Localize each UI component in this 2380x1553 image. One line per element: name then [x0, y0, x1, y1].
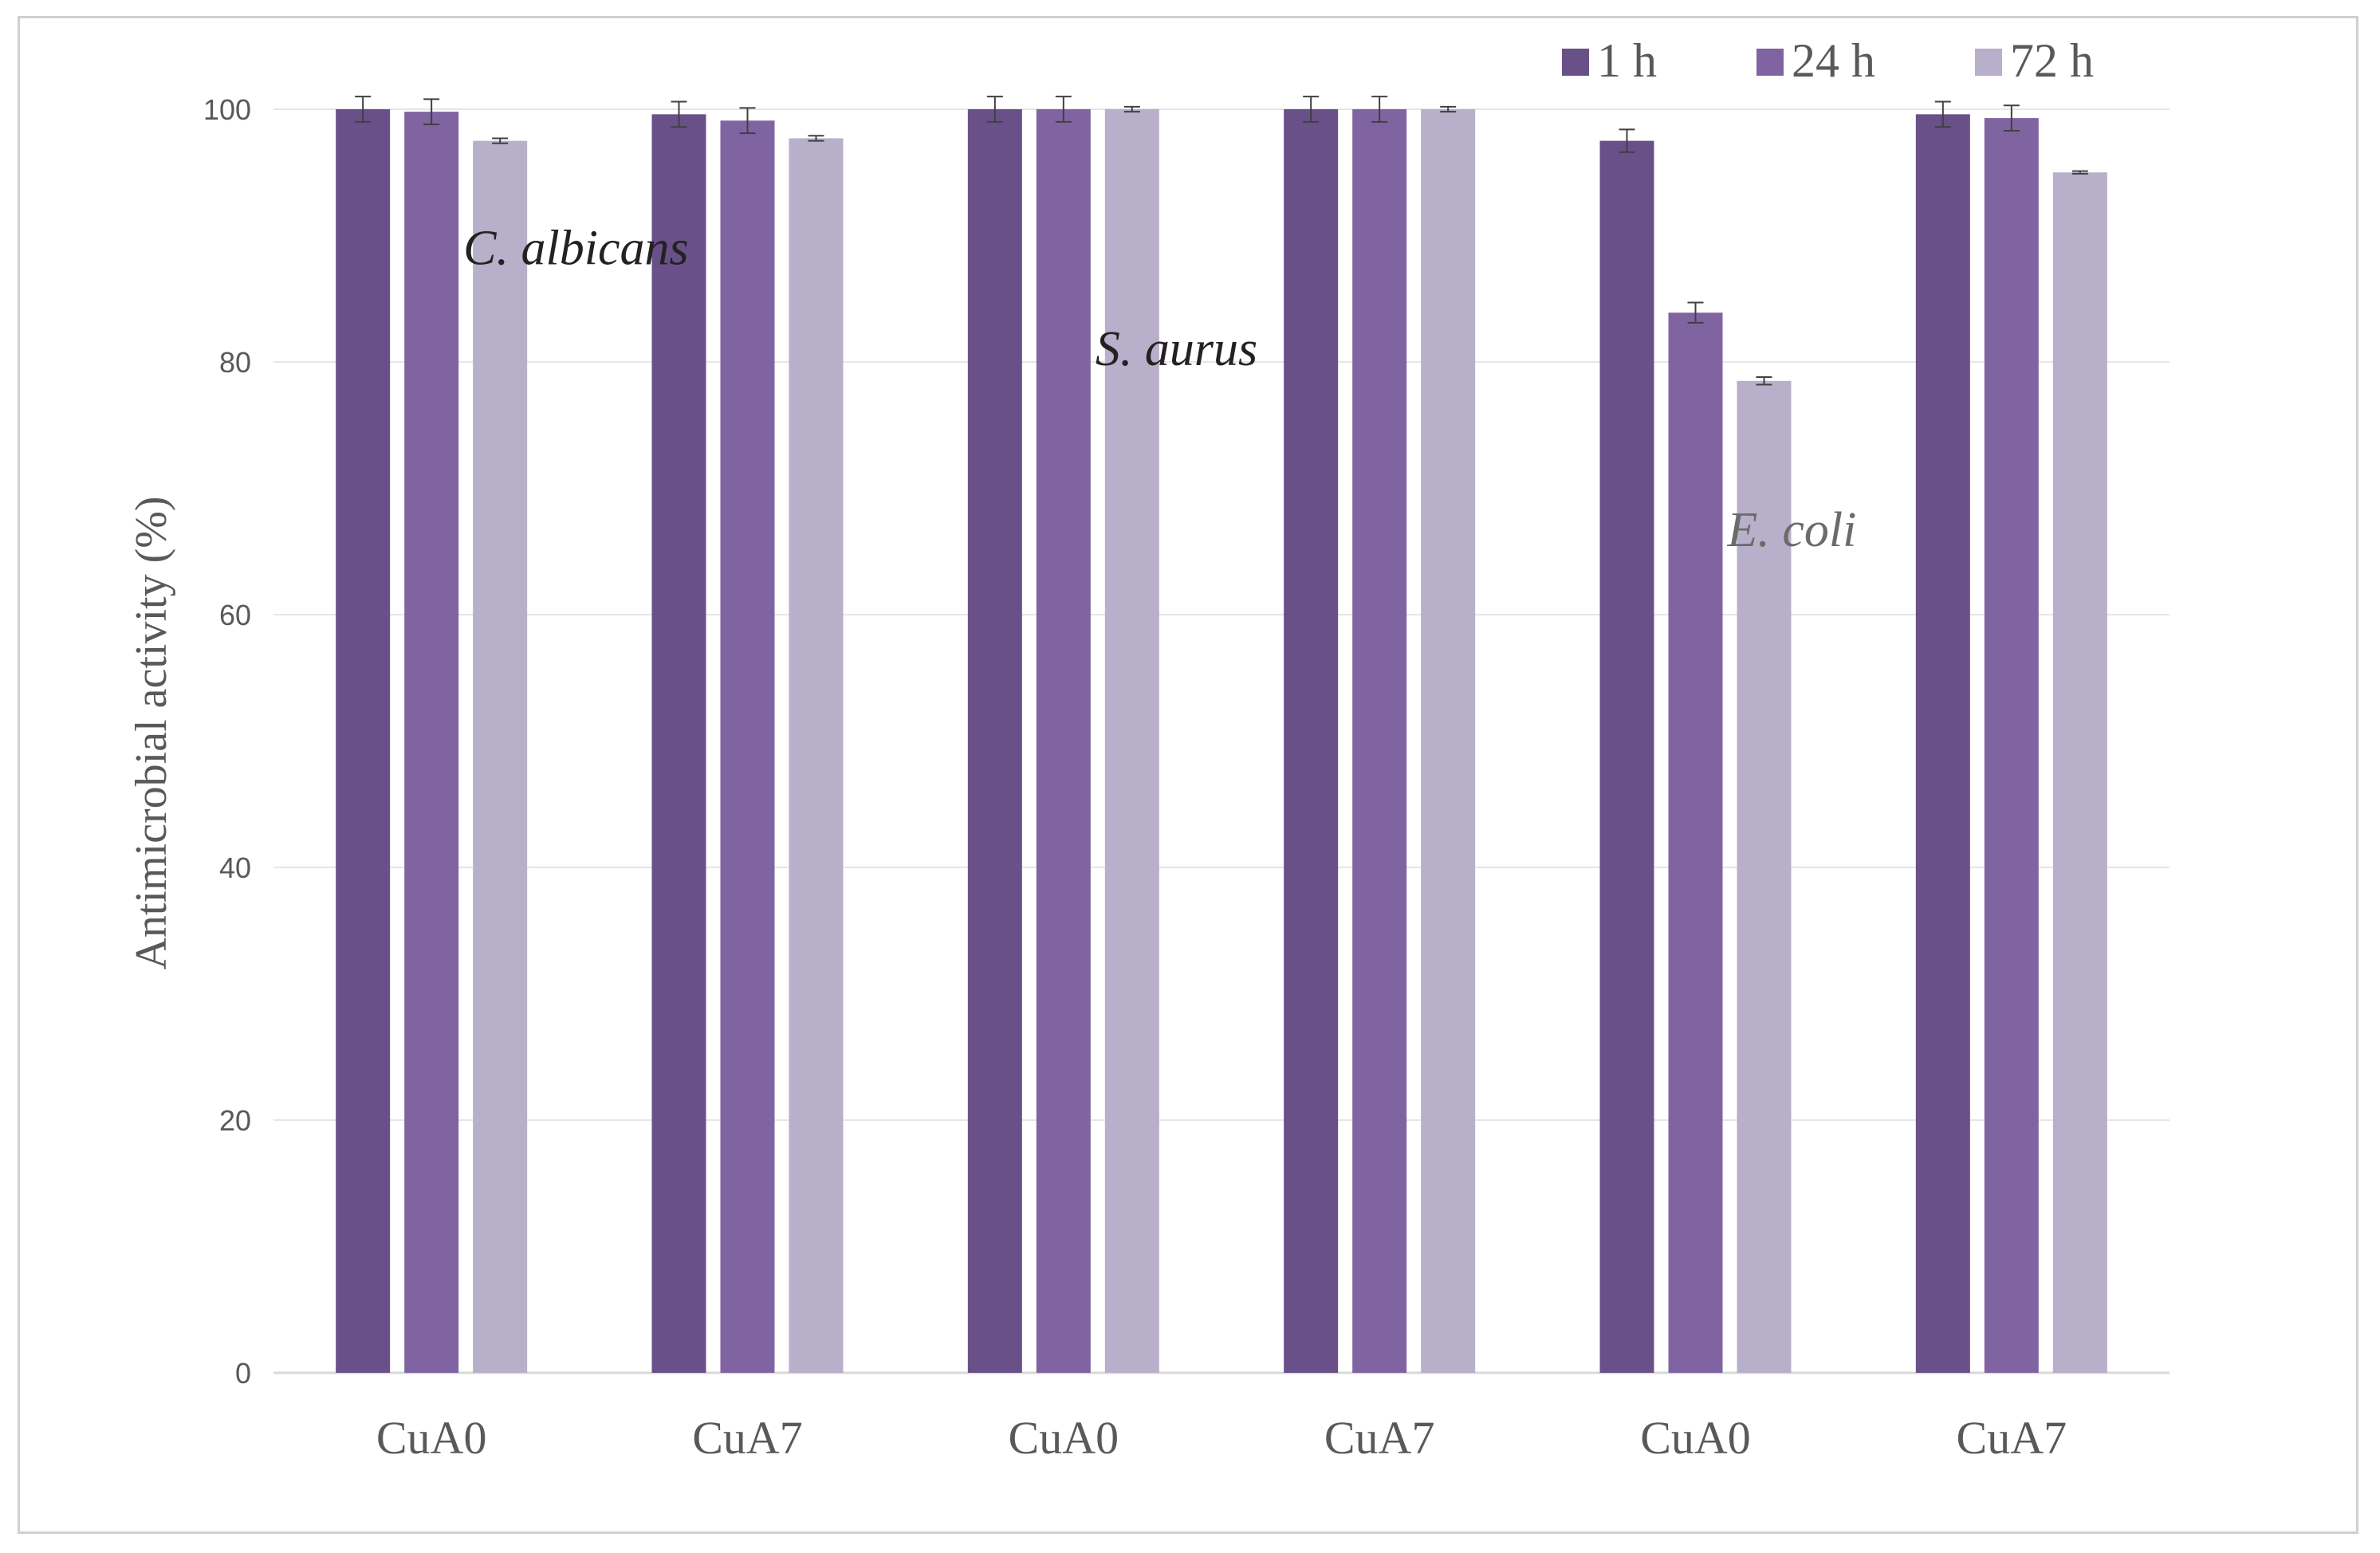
- x-tick-label: CuA7: [692, 1412, 803, 1464]
- bar: [789, 138, 844, 1374]
- bar: [336, 109, 391, 1373]
- bar: [404, 112, 459, 1373]
- chart-frame: 0 20 40 60 80 100 Antimicrobial activity (%) Cu…: [18, 16, 2358, 1534]
- species-annotation: E. coli: [1727, 503, 1857, 557]
- x-tick-label: CuA7: [1957, 1412, 2067, 1464]
- species-annotation: S. aurus: [1096, 322, 1257, 376]
- y-axis-label: Antimicrobial activity (%): [127, 496, 176, 969]
- y-tick-label: 60: [219, 599, 251, 631]
- bar: [1284, 109, 1339, 1373]
- bar: [651, 114, 706, 1374]
- x-tick-label: CuA0: [1009, 1412, 1119, 1464]
- bar: [1668, 313, 1723, 1373]
- y-tick-label: 80: [219, 346, 251, 379]
- bar: [2052, 172, 2107, 1373]
- bar: [1599, 140, 1654, 1373]
- bar: [473, 140, 528, 1373]
- y-tick-label: 100: [203, 93, 251, 126]
- bar: [1984, 118, 2039, 1374]
- x-tick-label: CuA0: [376, 1412, 487, 1464]
- bar: [1421, 109, 1476, 1373]
- y-tick-label: 40: [219, 851, 251, 884]
- x-tick-label: CuA0: [1640, 1412, 1751, 1464]
- legend-swatch: [1756, 49, 1784, 76]
- bar: [1036, 109, 1091, 1373]
- bar: [1352, 109, 1407, 1373]
- bar: [967, 109, 1022, 1373]
- legend-label: 24 h: [1792, 34, 1875, 87]
- species-annotation: C. albicans: [463, 221, 688, 275]
- bar: [1104, 109, 1159, 1373]
- y-tick-label: 20: [219, 1104, 251, 1137]
- legend-swatch: [1975, 49, 2002, 76]
- bar: [720, 120, 775, 1373]
- bar-chart: 0 20 40 60 80 100 Antimicrobial activity (%) Cu…: [127, 34, 2170, 1464]
- y-tick-label: 0: [235, 1357, 251, 1390]
- legend-label: 72 h: [2010, 34, 2094, 87]
- bar: [1915, 114, 1970, 1374]
- bar: [1737, 380, 1792, 1373]
- legend-swatch: [1562, 49, 1589, 76]
- x-tick-label: CuA7: [1324, 1412, 1435, 1464]
- legend-label: 1 h: [1597, 34, 1657, 87]
